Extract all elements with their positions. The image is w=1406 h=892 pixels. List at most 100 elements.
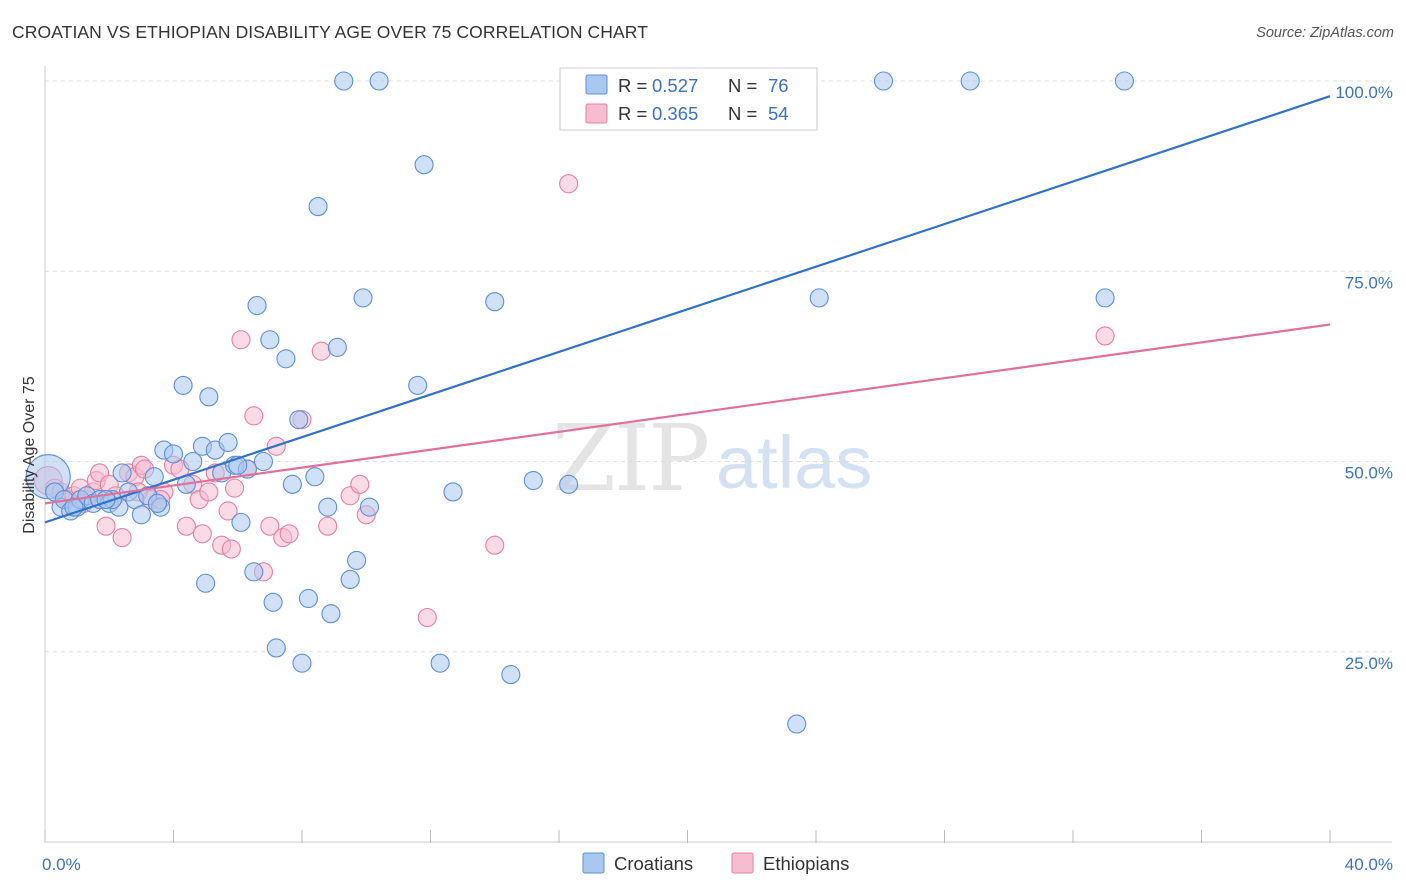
croatians-point-66: [960, 71, 980, 91]
ethiopians-point-35: [244, 406, 264, 426]
ethiopians-point-33: [231, 330, 251, 350]
croatians-point-15: [131, 505, 151, 525]
croatians-point-39: [289, 410, 309, 430]
x-tick-label-1: 40.0%: [1345, 855, 1393, 874]
ethiopians-point-10: [96, 516, 116, 536]
croatians-point-52: [369, 71, 389, 91]
ethiopians-point-43: [318, 516, 338, 536]
croatians-point-34: [260, 330, 280, 350]
croatians-point-63: [787, 714, 807, 734]
croatians-points: [25, 71, 1134, 734]
correlation-legend: R = 0.527 N = 76 R = 0.365 N = 54: [559, 67, 818, 131]
source-label: Source: ZipAtlas.com: [1256, 25, 1394, 41]
croatians-point-46: [327, 337, 347, 357]
croatians-point-21: [173, 375, 193, 395]
ethiopians-point-23: [176, 516, 196, 536]
ethiopians-point-48: [485, 535, 505, 555]
legend-r-label-ethiopians: R =: [618, 103, 647, 124]
croatians-point-42: [305, 467, 325, 487]
bottom-legend-label-croatians: Croatians: [614, 853, 693, 874]
ethiopians-point-50: [1095, 326, 1115, 346]
axes: [44, 66, 1392, 843]
ethiopians-point-30: [218, 501, 238, 521]
legend-r-value-croatians: 0.527: [652, 75, 698, 96]
x-tick-label-0: 0.0%: [42, 855, 81, 874]
croatians-point-70: [147, 493, 167, 513]
croatians-point-56: [443, 482, 463, 502]
croatians-point-50: [353, 288, 373, 308]
croatians-point-68: [1095, 288, 1115, 308]
croatians-point-64: [809, 288, 829, 308]
y-tick-label-1: 50.0%: [1345, 464, 1393, 483]
croatians-point-35: [263, 592, 283, 612]
legend-r-value-ethiopians: 0.365: [652, 103, 698, 124]
ethiopians-point-37: [260, 516, 280, 536]
croatians-point-60: [559, 474, 579, 494]
croatians-point-37: [276, 349, 296, 369]
legend-r-label-croatians: R =: [618, 75, 647, 96]
ethiopians-point-40: [279, 524, 299, 544]
legend-n-value-croatians: 76: [768, 75, 789, 96]
croatians-point-41: [298, 588, 318, 609]
bottom-legend-label-ethiopians: Ethiopians: [763, 853, 849, 874]
ethiopians-point-47: [417, 607, 437, 628]
croatians-point-32: [247, 295, 267, 316]
ethiopians-point-45: [350, 474, 370, 494]
bottom-legend-swatch-ethiopians: [731, 852, 754, 874]
legend-n-label-ethiopians: N =: [728, 103, 757, 124]
legend-n-value-ethiopians: 54: [768, 103, 789, 124]
croatians-point-44: [318, 497, 338, 517]
croatians-point-49: [347, 550, 367, 570]
croatians-point-33: [253, 451, 274, 472]
croatians-point-55: [430, 653, 450, 673]
ethiopians-point-49: [559, 174, 579, 194]
ethiopians-points: [33, 174, 1115, 628]
ethiopians-trend-line: [44, 323, 1331, 505]
croatians-point-53: [408, 375, 428, 395]
croatians-point-47: [334, 71, 354, 91]
series-legend: Croatians Ethiopians: [582, 852, 849, 874]
croatians-point-67: [1114, 71, 1134, 91]
trend-lines: [44, 95, 1331, 524]
croatians-point-57: [485, 292, 505, 312]
croatians-point-20: [163, 444, 184, 464]
ethiopians-point-13: [112, 528, 132, 548]
ethiopians-point-26: [192, 524, 212, 544]
chart-title: CROATIAN VS ETHIOPIAN DISABILITY AGE OVE…: [12, 22, 649, 42]
croatians-point-40: [292, 653, 312, 673]
croatians-point-24: [199, 387, 219, 407]
y-tick-label-3: 100.0%: [1335, 83, 1393, 102]
croatians-point-12: [112, 463, 132, 483]
croatians-point-59: [523, 470, 543, 491]
tick-labels: 25.0% 50.0% 75.0% 100.0% 0.0% 40.0%: [42, 83, 1393, 874]
croatians-point-43: [308, 197, 328, 217]
croatians-point-29: [231, 512, 251, 532]
legend-n-label-croatians: N =: [728, 75, 757, 96]
croatians-point-54: [414, 155, 434, 175]
croatians-trend-line: [44, 95, 1331, 524]
croatians-point-51: [359, 497, 380, 517]
croatians-point-22: [183, 451, 203, 472]
y-tick-label-0: 25.0%: [1345, 654, 1393, 673]
y-axis-title: Disability Age Over 75: [21, 376, 38, 534]
legend-swatch-ethiopians: [585, 103, 608, 124]
bottom-legend-swatch-croatians: [582, 852, 605, 874]
ethiopians-point-31: [221, 539, 241, 559]
croatians-point-31: [244, 562, 264, 582]
watermark: ZIP atlas: [552, 405, 872, 512]
croatians-point-36: [266, 638, 286, 658]
croatians-point-65: [873, 71, 894, 91]
ethiopians-point-42: [311, 341, 331, 361]
watermark-atlas: atlas: [716, 421, 872, 504]
ethiopians-point-27: [199, 482, 219, 502]
croatians-point-58: [501, 665, 521, 685]
croatians-point-48: [340, 569, 360, 590]
y-tick-label-2: 75.0%: [1345, 273, 1393, 292]
ethiopians-point-32: [224, 478, 245, 498]
croatians-point-45: [321, 604, 341, 624]
croatians-point-38: [282, 474, 302, 494]
croatians-point-27: [218, 432, 238, 453]
legend-swatch-croatians: [585, 74, 608, 95]
croatians-point-69: [196, 573, 216, 593]
